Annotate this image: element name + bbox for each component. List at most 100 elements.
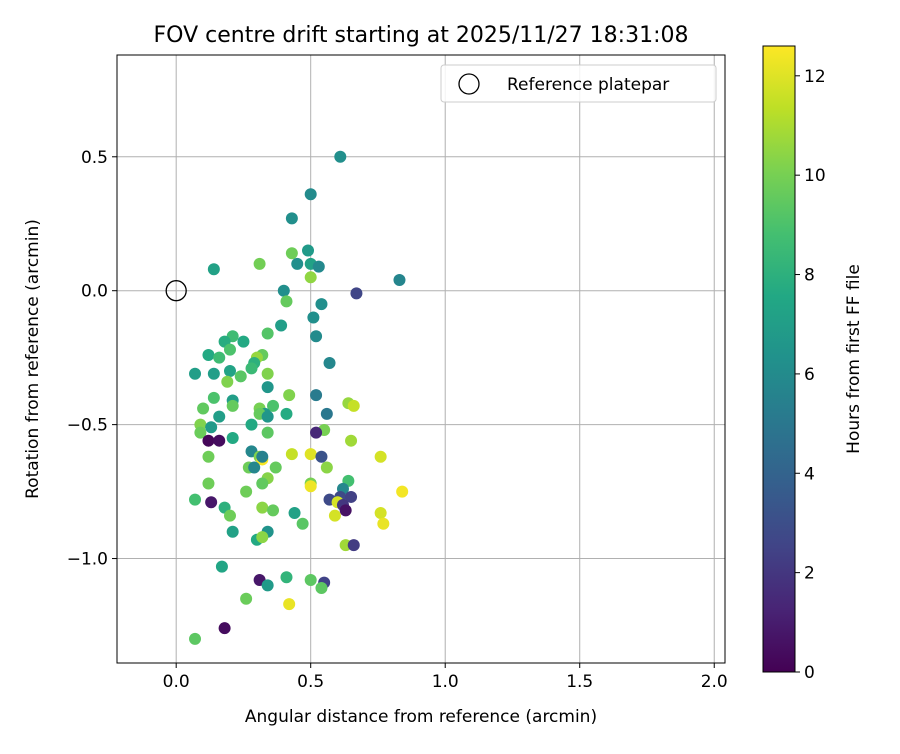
data-points xyxy=(165,150,409,645)
colorbar-ticks: 0 2 4 6 8 10 12 xyxy=(795,67,826,683)
data-point xyxy=(261,327,274,340)
data-point xyxy=(374,450,387,463)
data-point xyxy=(275,319,288,332)
data-point xyxy=(221,375,234,388)
data-point xyxy=(261,381,274,394)
legend: Reference platepar xyxy=(440,64,717,103)
x-tick-label: 2.0 xyxy=(701,672,728,692)
data-point xyxy=(280,407,293,420)
data-point xyxy=(207,263,220,276)
data-point xyxy=(226,525,239,538)
data-point xyxy=(189,632,202,645)
colorbar-gradient xyxy=(762,45,796,673)
y-tick-label: −1.0 xyxy=(67,550,108,570)
data-point xyxy=(307,311,320,324)
colorbar-tick-label: 2 xyxy=(804,564,815,584)
colorbar-tick-label: 6 xyxy=(804,365,815,385)
data-point xyxy=(347,399,360,412)
data-point xyxy=(245,362,258,375)
data-point xyxy=(256,450,269,463)
data-point xyxy=(245,418,258,431)
x-axis-label: Angular distance from reference (arcmin) xyxy=(245,707,597,727)
data-point xyxy=(223,343,236,356)
data-point xyxy=(310,389,323,402)
data-point xyxy=(339,504,352,517)
data-point xyxy=(189,493,202,506)
plot-area: 0.0 0.5 1.0 1.5 2.0 0.5 0.0 −0.5 −1.0 xyxy=(67,54,728,692)
data-point xyxy=(261,367,274,380)
data-point xyxy=(267,399,280,412)
data-point xyxy=(261,426,274,439)
data-point xyxy=(304,573,317,586)
data-point xyxy=(240,485,253,498)
data-point xyxy=(261,410,274,423)
reference-platepar-marker xyxy=(165,280,187,302)
data-point xyxy=(269,461,282,474)
x-tick-label: 0.0 xyxy=(163,672,190,692)
data-point xyxy=(283,389,296,402)
data-point xyxy=(310,426,323,439)
data-point xyxy=(315,298,328,311)
data-point xyxy=(328,509,341,522)
data-point xyxy=(350,287,363,300)
data-point xyxy=(213,410,226,423)
data-point xyxy=(323,357,336,370)
data-point xyxy=(277,284,290,297)
data-point xyxy=(207,391,220,404)
data-point xyxy=(223,365,236,378)
data-point xyxy=(197,402,210,415)
data-point xyxy=(237,335,250,348)
data-point xyxy=(202,348,215,361)
x-tick-label: 0.5 xyxy=(297,672,324,692)
data-point xyxy=(320,461,333,474)
data-point xyxy=(374,507,387,520)
data-point xyxy=(218,622,231,635)
colorbar: 0 2 4 6 8 10 12 Hours from first FF file xyxy=(762,45,864,683)
x-tick-label: 1.5 xyxy=(566,672,593,692)
data-point xyxy=(285,448,298,461)
data-point xyxy=(256,477,269,490)
data-point xyxy=(248,461,261,474)
x-tick-label: 1.0 xyxy=(432,672,459,692)
data-point xyxy=(261,579,274,592)
data-point xyxy=(312,260,325,273)
data-point xyxy=(280,295,293,308)
axis-ticks: 0.0 0.5 1.0 1.5 2.0 0.5 0.0 −0.5 −1.0 xyxy=(67,148,728,692)
y-tick-label: 0.5 xyxy=(81,148,108,168)
data-point xyxy=(320,407,333,420)
data-point xyxy=(285,247,298,260)
data-point xyxy=(202,450,215,463)
data-point xyxy=(202,434,215,447)
colorbar-tick-label: 10 xyxy=(804,166,826,186)
legend-marker-reference xyxy=(458,73,480,95)
data-point xyxy=(345,434,358,447)
plot-frame xyxy=(116,54,726,664)
data-point xyxy=(345,490,358,503)
data-point xyxy=(256,531,269,544)
chart-title: FOV centre drift starting at 2025/11/27 … xyxy=(154,23,689,48)
data-point xyxy=(226,432,239,445)
data-point xyxy=(396,485,409,498)
data-point xyxy=(207,367,220,380)
data-point xyxy=(215,560,228,573)
data-point xyxy=(393,273,406,286)
data-point xyxy=(205,421,218,434)
y-tick-label: −0.5 xyxy=(67,416,108,436)
data-point xyxy=(205,496,218,509)
data-point xyxy=(267,504,280,517)
data-point xyxy=(189,367,202,380)
data-point xyxy=(223,509,236,522)
data-point xyxy=(377,517,390,530)
data-point xyxy=(347,539,360,552)
legend-box xyxy=(440,64,717,103)
data-point xyxy=(194,426,207,439)
data-point xyxy=(304,188,317,201)
data-point xyxy=(334,150,347,163)
data-point xyxy=(291,257,304,270)
y-axis-label: Rotation from reference (arcmin) xyxy=(23,219,43,499)
data-point xyxy=(310,330,323,343)
data-point xyxy=(315,450,328,463)
colorbar-tick-label: 4 xyxy=(804,464,815,484)
data-point xyxy=(202,477,215,490)
